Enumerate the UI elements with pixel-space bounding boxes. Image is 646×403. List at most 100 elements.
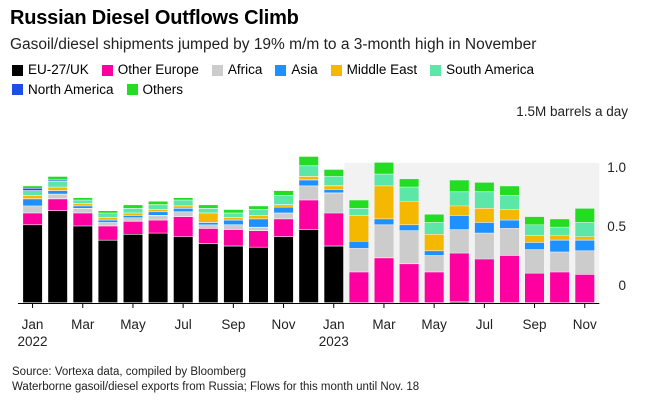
bar-segment bbox=[23, 225, 43, 303]
bar-segment bbox=[349, 248, 369, 272]
bar-segment bbox=[349, 208, 369, 216]
bar-segment bbox=[299, 186, 319, 200]
legend-swatch bbox=[211, 64, 223, 76]
bar-segment bbox=[474, 182, 494, 192]
x-tick-label: Jul bbox=[476, 317, 493, 332]
bar-segment bbox=[349, 215, 369, 242]
bar-segment bbox=[550, 227, 570, 236]
bar-segment bbox=[525, 242, 544, 250]
bar-segment bbox=[198, 205, 218, 208]
bar-segment bbox=[399, 264, 419, 303]
bar-segment bbox=[73, 200, 93, 204]
bar-segment bbox=[98, 240, 118, 303]
bar-segment bbox=[249, 215, 268, 219]
bar-segment bbox=[98, 222, 118, 226]
bar-segment bbox=[550, 240, 570, 252]
bar-segment bbox=[424, 234, 444, 251]
bar-segment bbox=[223, 220, 243, 225]
x-tick-label: Mar bbox=[71, 317, 95, 332]
y-tick-label: 1.0 bbox=[607, 160, 626, 175]
chart-title: Russian Diesel Outflows Climb bbox=[10, 7, 299, 29]
bar-segment bbox=[249, 219, 268, 227]
legend-swatch bbox=[275, 64, 287, 76]
bar-segment bbox=[500, 228, 519, 256]
bar-segment bbox=[123, 234, 143, 303]
legend-item: North America bbox=[12, 81, 114, 99]
bar-segment bbox=[575, 222, 595, 237]
bar-segment bbox=[148, 233, 168, 303]
bar-segment bbox=[173, 198, 193, 200]
bar-segment bbox=[274, 190, 294, 195]
legend-item: Asia bbox=[275, 61, 318, 79]
bar-segment bbox=[48, 190, 68, 194]
bar-segment bbox=[23, 186, 43, 188]
bar-segment bbox=[148, 205, 168, 210]
legend-swatch bbox=[430, 64, 442, 76]
x-tick-label: Jul bbox=[175, 317, 192, 332]
legend-label: Africa bbox=[227, 62, 263, 77]
bar-segment bbox=[73, 203, 93, 206]
bar-segment bbox=[449, 206, 469, 215]
bar-segment bbox=[374, 258, 394, 303]
bar-segment bbox=[324, 193, 344, 213]
bar-segment bbox=[324, 213, 344, 246]
bar-segment bbox=[173, 200, 193, 206]
bar-segment bbox=[525, 235, 544, 243]
bar-segment bbox=[374, 162, 394, 174]
bar-segment bbox=[449, 229, 469, 253]
legend-label: EU-27/UK bbox=[28, 62, 89, 77]
bar-segment bbox=[73, 198, 93, 200]
bar-segment bbox=[299, 200, 319, 230]
bar-segment bbox=[374, 225, 394, 258]
bar-segment bbox=[98, 211, 118, 213]
bar-segment bbox=[374, 186, 394, 219]
bar-segment bbox=[249, 231, 268, 247]
bar-segment bbox=[274, 236, 294, 303]
legend-label: South America bbox=[446, 62, 534, 77]
bar-segment bbox=[500, 209, 519, 220]
bar-segment bbox=[198, 244, 218, 303]
bar-segment bbox=[299, 229, 319, 303]
legend-item: Middle East bbox=[330, 61, 417, 79]
bar-segment bbox=[449, 215, 469, 230]
x-tick-label: May bbox=[120, 317, 146, 332]
bar-segment bbox=[474, 222, 494, 233]
bar-segment bbox=[223, 213, 243, 218]
bar-segment bbox=[474, 259, 494, 303]
year-label: 2023 bbox=[319, 334, 349, 349]
bar-segment bbox=[299, 166, 319, 177]
bar-segment bbox=[173, 208, 193, 212]
bar-segment bbox=[575, 251, 595, 275]
bar-segment bbox=[424, 214, 444, 223]
bar-segment bbox=[424, 272, 444, 303]
bar-segment bbox=[148, 212, 168, 215]
bar-segment bbox=[449, 192, 469, 206]
bar-segment bbox=[123, 221, 143, 234]
bar-segment bbox=[424, 222, 444, 234]
x-tick-label: May bbox=[421, 317, 447, 332]
bar-segment bbox=[299, 180, 319, 186]
bar-segment bbox=[148, 220, 168, 233]
bar-segment bbox=[73, 226, 93, 303]
legend-item: Africa bbox=[211, 61, 263, 79]
bar-segment bbox=[23, 213, 43, 225]
bar-segment bbox=[123, 213, 143, 216]
legend-swatch bbox=[12, 64, 23, 76]
y-tick-label: 0.5 bbox=[607, 219, 626, 234]
bar-segment bbox=[48, 187, 68, 191]
bar-segment bbox=[575, 274, 595, 303]
bar-segment bbox=[23, 199, 43, 206]
bar-segment bbox=[249, 247, 268, 303]
bar-segment bbox=[274, 207, 294, 213]
x-tick-label: Sep bbox=[221, 317, 245, 332]
bar-segment bbox=[23, 195, 43, 199]
bar-segment bbox=[223, 246, 243, 303]
y-unit-label: 1.5M barrels a day bbox=[516, 104, 628, 119]
bar-segment bbox=[123, 208, 143, 213]
bar-segment bbox=[23, 188, 43, 191]
bar-segment bbox=[449, 301, 469, 303]
bar-segment bbox=[299, 176, 319, 180]
footnote: Waterborne gasoil/diesel exports from Ru… bbox=[12, 381, 420, 393]
x-tick-label: Sep bbox=[523, 317, 547, 332]
bar-segment bbox=[223, 229, 243, 246]
